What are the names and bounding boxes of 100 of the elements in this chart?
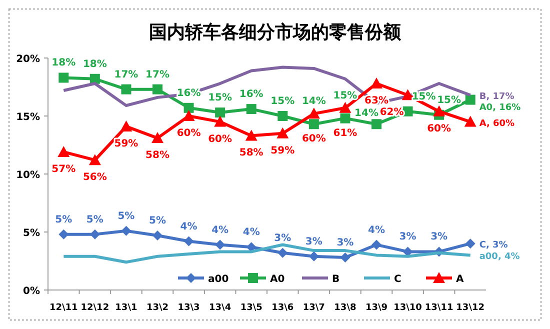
legend-label: B [332,274,340,285]
annotation: 60% [427,123,452,134]
point [308,119,319,130]
data-label: 3% [430,232,448,243]
data-label: 3% [336,238,354,249]
point [182,110,195,121]
legend-label: A0 [270,274,285,285]
annotation: A0, 16% [479,102,521,113]
annotation: C, 3% [479,240,508,251]
annotation: 58% [146,150,170,162]
data-label: 4% [180,221,198,232]
data-label: 4% [368,224,385,236]
point [465,94,476,105]
point [121,226,132,236]
annotation: 59% [270,145,295,156]
y-tick-label: 15% [16,112,40,123]
annotation: 60% [302,134,326,145]
point [276,127,289,138]
data-label: 15% [208,92,232,104]
x-tick-label: 13\6 [272,303,294,313]
data-label: 14% [354,108,378,120]
point [278,111,288,121]
point [152,84,162,94]
point [370,78,382,89]
point [433,105,446,116]
x-tick-label: 13\7 [302,303,325,313]
legend-label: C [394,274,402,285]
data-label: 5% [149,215,166,226]
y-tick-label: 20% [16,54,40,65]
annotation: 60% [176,128,201,139]
point [372,119,382,130]
annotation: A, 60% [479,118,515,129]
data-label: 3% [305,236,322,248]
point [215,108,226,118]
point [90,229,100,240]
legend-label: a00 [208,274,229,285]
point [340,113,350,124]
point [58,146,70,157]
point [308,251,319,262]
point [245,130,258,141]
data-label: 5% [118,210,135,222]
data-label: 15% [333,90,358,102]
data-label: 3% [274,232,292,244]
y-tick-label: 0% [23,286,40,297]
legend-label: A [456,274,464,285]
data-label: 18% [52,58,76,69]
x-tick-label: 13\5 [240,303,262,313]
data-label: 14% [302,96,326,108]
y-tick-label: 10% [16,170,40,181]
point [339,102,352,113]
data-label: 5% [86,214,104,226]
x-tick-label: 12\11 [49,303,78,313]
point [340,252,350,263]
x-tick-label: 13\2 [146,303,169,313]
x-tick-label: 13\10 [394,303,422,313]
annotation: 60% [208,134,232,145]
annotation: 61% [333,128,358,139]
point [120,120,132,132]
chart-title: 国内轿车各细分市场的零售份额 [149,22,402,43]
point [278,248,288,258]
x-tick-label: 13\11 [424,303,454,313]
annotation: 59% [114,138,138,150]
x-tick-label: 13\9 [365,303,388,313]
x-tick-label: 13\3 [178,303,200,313]
point [465,238,476,249]
data-label: 15% [437,94,462,106]
data-label: 16% [239,89,264,100]
annotation: 57% [52,164,76,175]
annotation: 58% [239,148,264,159]
point [372,240,382,250]
y-tick-label: 5% [23,228,40,239]
x-tick-label: 13\8 [334,303,356,313]
data-label: 3% [399,232,416,243]
point [58,72,69,83]
point [152,230,162,240]
point [215,240,226,250]
point [184,236,194,246]
x-tick-label: 13\1 [115,303,138,313]
point [121,84,132,94]
point [152,132,164,144]
data-label: 15% [270,96,295,107]
point [464,116,476,127]
annotation: B, 17% [479,92,514,102]
point [246,104,256,114]
point [214,116,226,127]
point [184,102,194,113]
data-label: 17% [114,69,138,80]
data-label: 16% [176,88,201,99]
point [88,154,101,166]
data-label: 4% [212,224,229,236]
x-tick-label: 12\12 [80,303,110,313]
annotation: a00, 4% [479,252,520,262]
x-tick-label: 13\12 [456,303,485,313]
annotation: 56% [82,172,107,184]
data-label: 18% [82,58,107,70]
x-tick-label: 13\4 [209,303,232,313]
data-label: 17% [146,69,170,80]
data-label: 4% [242,227,260,238]
data-label: 5% [55,214,72,226]
annotation: 63% [364,96,388,107]
